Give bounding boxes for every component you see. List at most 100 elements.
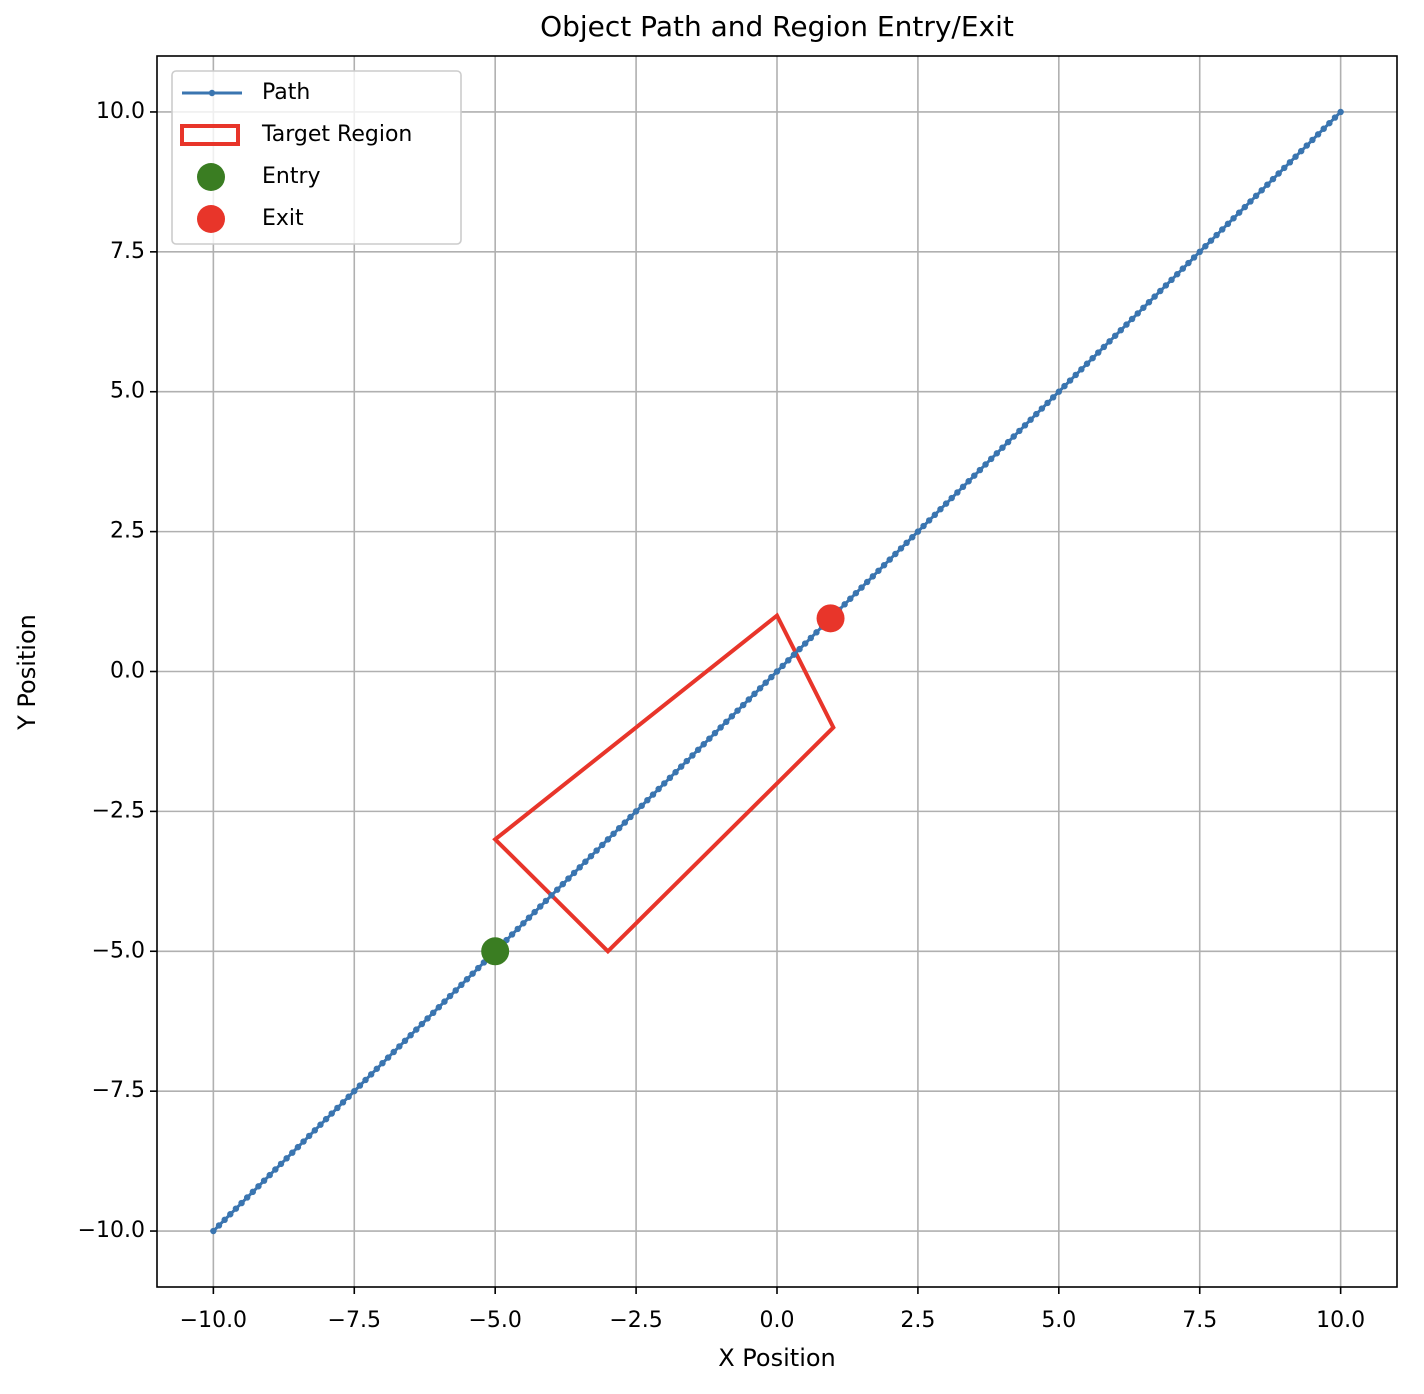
path-point (677, 763, 685, 770)
path-point (869, 573, 877, 580)
path-point (232, 1205, 240, 1212)
path-point (863, 578, 871, 586)
path-point (413, 1026, 420, 1033)
path-point (1157, 287, 1164, 295)
path-point (1140, 304, 1147, 311)
path-point (1320, 125, 1327, 132)
y-tick-label: 10.0 (96, 99, 145, 124)
x-tick-label: 2.5 (900, 1308, 935, 1333)
path-point (734, 707, 741, 714)
path-point (880, 561, 888, 569)
path-point (920, 522, 927, 530)
path-point (1027, 416, 1034, 423)
path-point (1292, 153, 1299, 160)
path-point (937, 506, 944, 513)
path-point (396, 1043, 403, 1050)
path-point (632, 808, 640, 815)
path-point (1202, 243, 1209, 250)
path-point (1061, 382, 1068, 390)
path-point (1258, 187, 1265, 194)
path-point (249, 1188, 257, 1196)
y-tick-label: 5.0 (110, 379, 145, 404)
path-point (475, 964, 482, 972)
path-point (255, 1183, 262, 1190)
path-point (305, 1132, 313, 1140)
y-tick-label: −7.5 (92, 1078, 145, 1103)
path-point (1111, 332, 1119, 339)
path-point (390, 1048, 397, 1056)
path-point (1337, 108, 1344, 116)
path-point (1247, 198, 1254, 205)
path-point (243, 1194, 251, 1201)
path-point (334, 1104, 341, 1112)
path-point (801, 640, 809, 647)
legend-label: Target Region (261, 122, 412, 147)
path-point (1219, 226, 1226, 233)
x-tick-label: −7.5 (328, 1308, 381, 1333)
path-point (1100, 343, 1108, 351)
path-point (999, 444, 1006, 451)
path-point (1230, 215, 1237, 222)
path-point (1173, 271, 1181, 278)
path-point (379, 1059, 386, 1067)
path-point (1106, 338, 1113, 345)
path-point (537, 903, 544, 910)
legend-marker (208, 89, 216, 97)
path-point (666, 774, 674, 782)
path-point (1089, 354, 1096, 362)
path-point (1151, 293, 1158, 300)
y-tick-label: −2.5 (92, 798, 145, 823)
x-tick-label: −10.0 (180, 1308, 247, 1333)
path-point (570, 869, 578, 877)
path-point (351, 1087, 358, 1095)
path-point (689, 752, 696, 759)
path-point (1162, 282, 1170, 289)
path-point (587, 852, 595, 860)
x-tick-label: −2.5 (609, 1308, 662, 1333)
y-tick-label: −5.0 (92, 938, 145, 963)
path-point (1038, 405, 1046, 412)
path-point (328, 1110, 335, 1117)
path-point (367, 1071, 375, 1078)
path-point (931, 511, 939, 519)
path-point (745, 696, 753, 703)
path-point (553, 886, 561, 893)
path-point (441, 998, 448, 1005)
path-point (446, 992, 454, 1000)
path-point (582, 858, 589, 865)
path-point (1281, 164, 1288, 172)
path-point (266, 1171, 273, 1179)
path-point (289, 1149, 296, 1156)
path-point (339, 1099, 347, 1106)
path-point (1303, 142, 1311, 149)
path-point (1021, 422, 1029, 429)
path-point (925, 517, 933, 524)
path-point (993, 450, 1001, 457)
path-point (694, 746, 702, 754)
path-point (768, 673, 775, 681)
path-point (1269, 175, 1277, 183)
path-point (621, 819, 629, 826)
path-point (971, 472, 978, 479)
path-point (599, 841, 606, 849)
path-point (548, 892, 555, 899)
path-point (1095, 349, 1102, 356)
path-point (514, 925, 521, 933)
path-point (1196, 248, 1203, 256)
path-point (1055, 388, 1063, 395)
path-point (1286, 159, 1294, 166)
path-point (565, 875, 572, 882)
path-point (508, 931, 516, 938)
path-point (1190, 254, 1198, 261)
target-region (492, 612, 836, 955)
path-point (1049, 394, 1057, 401)
path-point (1213, 231, 1220, 239)
path-point (424, 1015, 431, 1022)
path-point (1004, 438, 1012, 446)
path-point (1033, 410, 1040, 418)
path-point (345, 1093, 352, 1100)
event-point (816, 604, 845, 633)
path-point (779, 662, 786, 670)
